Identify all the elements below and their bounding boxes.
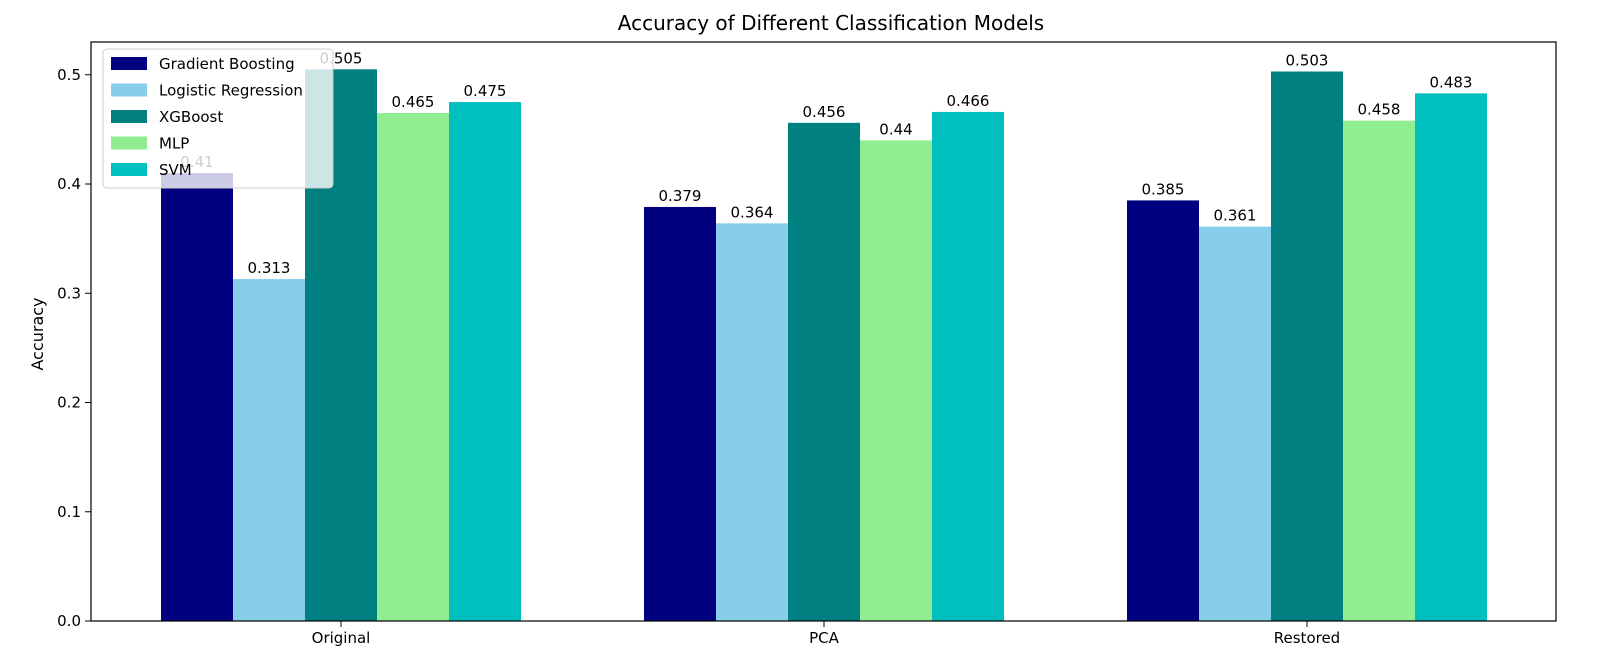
y-tick-label: 0.2 [57,394,81,412]
y-tick-label: 0.3 [57,284,81,302]
x-tick-label: PCA [809,629,840,647]
bar-value-label: 0.475 [464,82,507,100]
bar-value-label: 0.456 [803,103,846,121]
y-tick-label: 0.0 [57,612,81,630]
chart-title: Accuracy of Different Classification Mod… [618,11,1044,35]
bar-value-label: 0.361 [1214,207,1257,225]
legend-swatch [111,136,147,150]
legend-swatch [111,57,147,70]
x-tick-label: Original [312,629,371,647]
y-tick-label: 0.5 [57,66,81,84]
y-tick-label: 0.4 [57,175,81,193]
bar-value-label: 0.379 [659,187,702,205]
bar-value-label: 0.466 [947,92,990,110]
bar-value-label: 0.503 [1286,51,1329,69]
bar-value-label: 0.465 [392,93,435,111]
bar [1271,71,1343,622]
legend-entry-label: Gradient Boosting [159,55,295,73]
bar [1343,120,1415,621]
bar [1415,93,1487,622]
bar-value-label: 0.313 [248,259,291,277]
x-tick-label: Restored [1274,629,1340,647]
bar-value-label: 0.483 [1430,73,1473,91]
bar-value-label: 0.44 [879,120,912,138]
bar [449,102,521,622]
bar [788,122,860,622]
legend-entry-label: XGBoost [159,108,223,126]
bar [161,173,233,621]
legend-swatch [111,110,147,123]
bar-value-label: 0.458 [1358,101,1401,119]
bar [377,113,449,622]
bar [233,279,305,621]
legend-box [102,48,334,189]
legend-swatch [111,163,147,176]
y-axis-label: Accuracy [28,297,47,370]
legend-entry-label: SVM [159,161,192,179]
bar-value-label: 0.364 [731,203,774,221]
y-tick-label: 0.1 [57,503,81,521]
bar-value-label: 0.385 [1142,180,1185,198]
bar [1127,200,1199,622]
legend-swatch [111,83,147,97]
legend-entry-label: Logistic Regression [159,82,303,100]
bar [716,223,788,621]
bar [1199,226,1271,622]
bar [932,111,1004,621]
bar [860,140,932,622]
plot-area: 0.410.3790.3850.3130.3640.3610.5050.4560… [57,41,1557,647]
legend-entry-label: MLP [159,135,189,153]
bar [644,206,716,621]
